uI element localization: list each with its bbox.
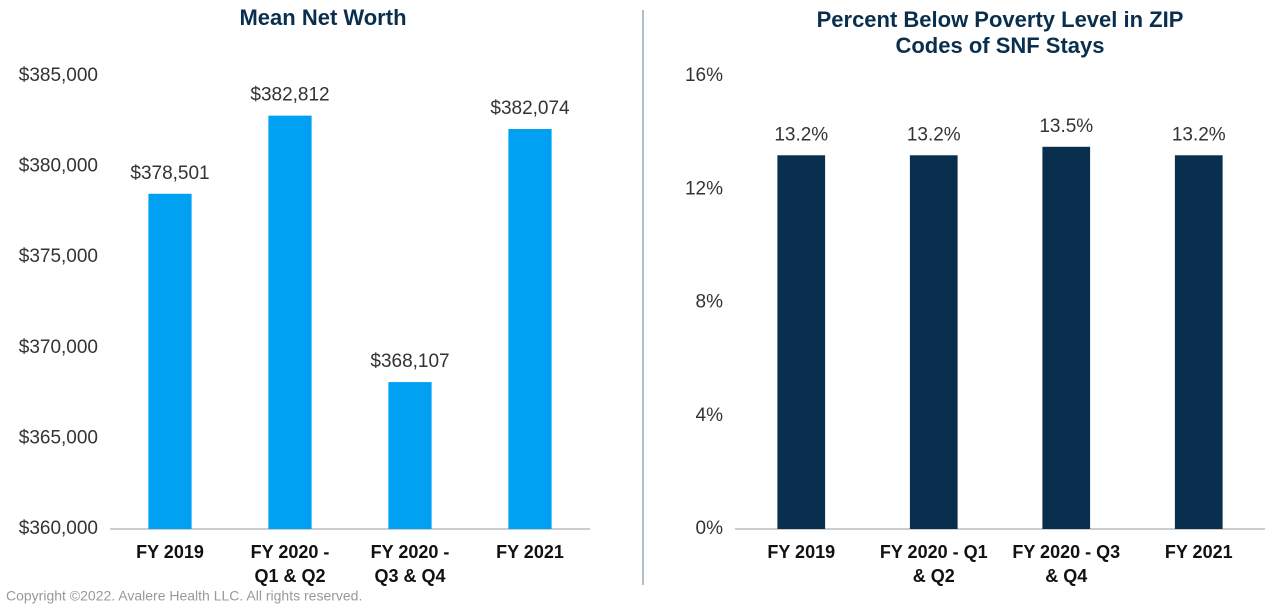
y-tick-label: $360,000: [19, 518, 98, 539]
bar: [909, 155, 958, 529]
data-label: 13.2%: [774, 124, 828, 145]
x-tick-label: FY 2020 - Q3 & Q4: [1012, 542, 1120, 586]
bar: [148, 193, 192, 529]
data-label: $382,074: [490, 98, 570, 119]
bar: [388, 382, 432, 529]
y-tick-label: 8%: [696, 292, 724, 313]
x-tick-label: FY 2020 - Q1 & Q2: [880, 542, 988, 586]
data-label: 13.5%: [1039, 116, 1093, 137]
bar: [1174, 155, 1223, 529]
bar: [268, 115, 312, 530]
y-tick-label: $380,000: [19, 156, 98, 177]
bar: [1042, 146, 1091, 529]
x-tick-label: FY 2021: [496, 542, 564, 562]
data-label: 13.2%: [907, 124, 961, 145]
y-tick-label: 16%: [685, 65, 723, 86]
x-tick-label: FY 2020 -Q1 & Q2: [251, 542, 330, 586]
y-tick-label: $370,000: [19, 337, 98, 358]
x-tick-label: FY 2019: [136, 542, 204, 562]
data-label: $382,812: [250, 85, 329, 106]
bar: [508, 129, 552, 530]
chart-title: Percent Below Poverty Level in ZIP Codes …: [817, 7, 1184, 58]
y-tick-label: 4%: [696, 405, 724, 426]
data-label: 13.2%: [1172, 124, 1226, 145]
y-tick-label: 12%: [685, 178, 723, 199]
x-tick-label: FY 2021: [1165, 542, 1233, 562]
y-tick-label: $365,000: [19, 427, 98, 448]
data-label: $368,107: [370, 351, 449, 372]
x-tick-label: FY 2019: [767, 542, 835, 562]
chart-title: Mean Net Worth: [239, 5, 406, 30]
data-label: $378,501: [130, 163, 209, 184]
x-tick-label: FY 2020 -Q3 & Q4: [371, 542, 450, 586]
y-tick-label: $375,000: [19, 246, 98, 267]
copyright: Copyright ©2022. Avalere Health LLC. All…: [6, 588, 362, 604]
y-tick-label: 0%: [696, 518, 724, 539]
bar: [777, 155, 826, 529]
y-tick-label: $385,000: [19, 65, 98, 86]
